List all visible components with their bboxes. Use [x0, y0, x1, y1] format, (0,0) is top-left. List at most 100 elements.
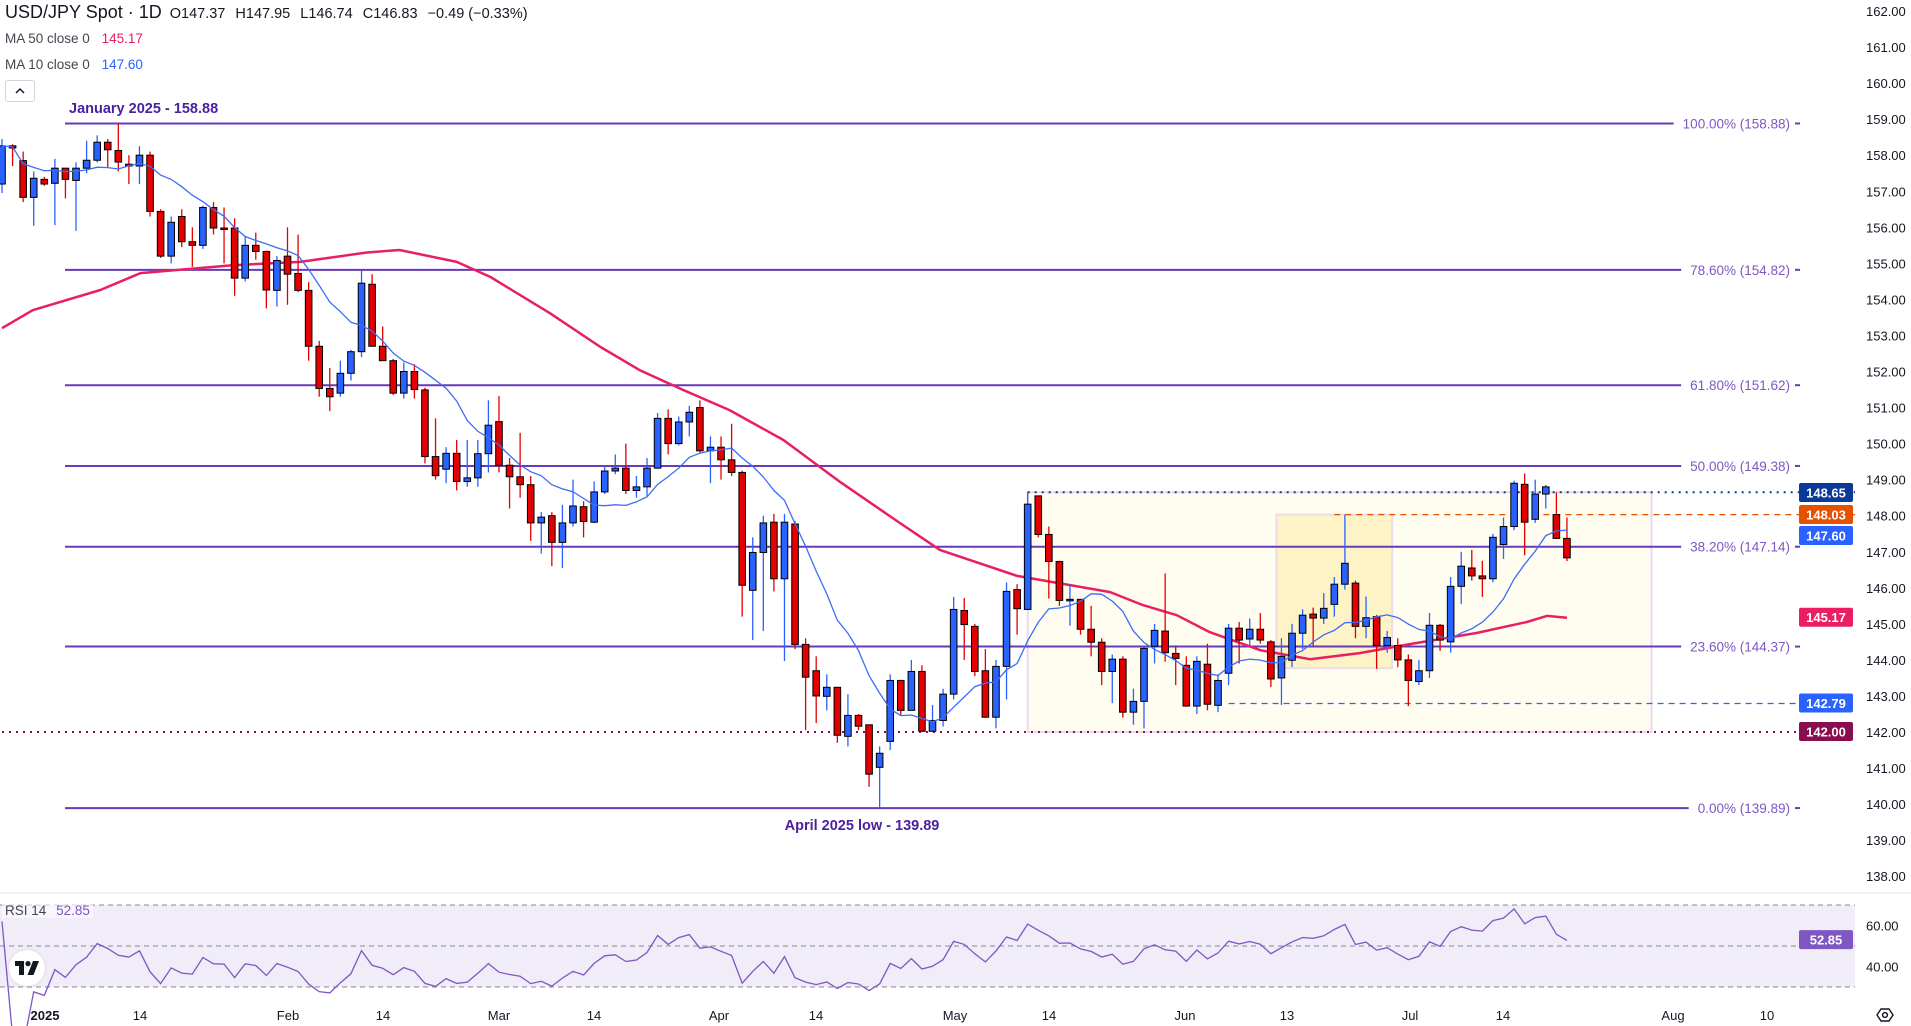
candle-down: [61, 167, 70, 180]
tradingview-logo[interactable]: [9, 950, 45, 986]
candle-up: [82, 159, 91, 169]
candle-up: [653, 417, 662, 469]
price-badge: [1799, 505, 1853, 524]
price-badge-label: 147.60: [1806, 529, 1846, 544]
candle-down: [896, 679, 905, 711]
time-axis-label: 14: [376, 1008, 390, 1023]
candle-down: [854, 714, 863, 727]
settings-icon[interactable]: [1876, 1008, 1894, 1022]
candle-down: [865, 724, 873, 775]
candle-up: [72, 167, 80, 181]
candle-down: [40, 178, 49, 185]
candle-up: [643, 467, 651, 488]
ma50-line-group: [1, 248, 1568, 661]
price-badge-label: 142.00: [1806, 725, 1846, 740]
rsi-name: RSI: [5, 903, 28, 918]
ma50-line: [1, 248, 1568, 661]
candle-up: [1362, 617, 1370, 627]
candle-up: [907, 670, 916, 711]
candle-down: [421, 389, 429, 458]
candle-down: [833, 686, 842, 736]
candle-up: [748, 551, 757, 591]
candle-up: [1193, 660, 1201, 707]
candle-down: [981, 670, 990, 718]
indicator-ma10[interactable]: MA 10 close 0 147.60: [5, 52, 534, 78]
price-axis-label: 155.00: [1866, 256, 1906, 271]
fib-level-label: 50.00% (149.38): [1690, 459, 1790, 474]
time-axis-label: Jul: [1402, 1008, 1419, 1023]
candle-up: [1341, 562, 1349, 585]
candle-down: [770, 521, 778, 580]
price-badge: [1799, 722, 1853, 741]
candle-up: [1446, 585, 1455, 643]
price-axis-label: 162.00: [1866, 4, 1906, 19]
candle-up: [939, 693, 947, 721]
price-badge-label: 142.79: [1806, 696, 1846, 711]
candle-down: [1436, 624, 1444, 641]
price-badge: [1799, 526, 1853, 545]
candle-down: [516, 476, 524, 486]
fibonacci-retracement[interactable]: 100.00% (158.88) 78.60% (154.82) 61.80% (1…: [65, 116, 1800, 816]
candle-down: [1119, 658, 1127, 713]
candle-down: [294, 272, 302, 291]
candle-up: [1425, 624, 1434, 672]
fib-level-label: 100.00% (158.88): [1683, 116, 1790, 131]
candle-up: [1531, 493, 1540, 520]
time-axis[interactable]: 2025 14 Feb 14 Mar 14 Apr 14 May 14 Jun 13 Jul 14 Aug 1…: [31, 1008, 1775, 1023]
collapse-legend-button[interactable]: [5, 80, 35, 102]
candle-down: [325, 387, 334, 398]
candle-up: [1023, 503, 1032, 610]
time-axis-label: 14: [809, 1008, 823, 1023]
high-value: H147.95: [235, 6, 291, 22]
candle-down: [918, 670, 926, 732]
candle-up: [1298, 614, 1307, 634]
candle-down: [1552, 514, 1561, 539]
fib-level-label: 78.60% (154.82): [1690, 263, 1790, 278]
price-axis-label: 146.00: [1866, 581, 1906, 596]
horizontal-levels[interactable]: [2, 491, 1855, 733]
candle-up: [1499, 526, 1508, 546]
price-axis[interactable]: 162.00 161.00 160.00 159.00 158.00 157.00 156.…: [1866, 4, 1906, 884]
candle-down: [664, 417, 672, 445]
candle-down: [368, 283, 376, 347]
candle-up: [1129, 700, 1138, 713]
candle-down: [209, 206, 218, 229]
time-axis-label: 10: [1760, 1008, 1774, 1023]
price-badge: [1799, 693, 1853, 713]
candle-up: [600, 470, 609, 493]
candle-up: [135, 154, 144, 167]
candle-up: [685, 411, 694, 423]
price-axis-label: 156.00: [1866, 220, 1906, 235]
price-axis-label: 149.00: [1866, 473, 1906, 488]
price-axis-label: 140.00: [1866, 797, 1906, 812]
candle-down: [622, 467, 630, 491]
tradingview-logo-icon: [15, 961, 39, 975]
candle-up: [1140, 647, 1148, 702]
candle-down: [452, 452, 461, 482]
time-axis-label: 13: [1280, 1008, 1294, 1023]
candle-down: [251, 244, 260, 252]
candle-up: [1319, 607, 1328, 619]
candle-down: [1203, 663, 1212, 705]
indicator-value: 147.60: [101, 57, 143, 72]
rsi-legend[interactable]: RSI 14 52.85: [2, 903, 93, 918]
candle-up: [199, 206, 207, 246]
candle-down: [410, 371, 419, 391]
candle-up: [590, 491, 598, 523]
candle-up: [844, 714, 852, 737]
candle-up: [1542, 486, 1550, 495]
candle-up: [1457, 565, 1466, 587]
time-axis-label: Apr: [709, 1008, 730, 1023]
candle-down: [1235, 627, 1243, 641]
candle-down: [1256, 628, 1265, 641]
candle-down: [146, 154, 154, 212]
candle-up: [336, 372, 345, 394]
indicator-ma50[interactable]: MA 50 close 0 145.17: [5, 26, 534, 52]
price-axis-label: 152.00: [1866, 365, 1906, 380]
price-axis-label: 144.00: [1866, 653, 1906, 668]
symbol-title[interactable]: USD/JPY Spot · 1D: [5, 2, 162, 22]
candle-down: [717, 446, 725, 461]
candle-up: [273, 259, 281, 291]
